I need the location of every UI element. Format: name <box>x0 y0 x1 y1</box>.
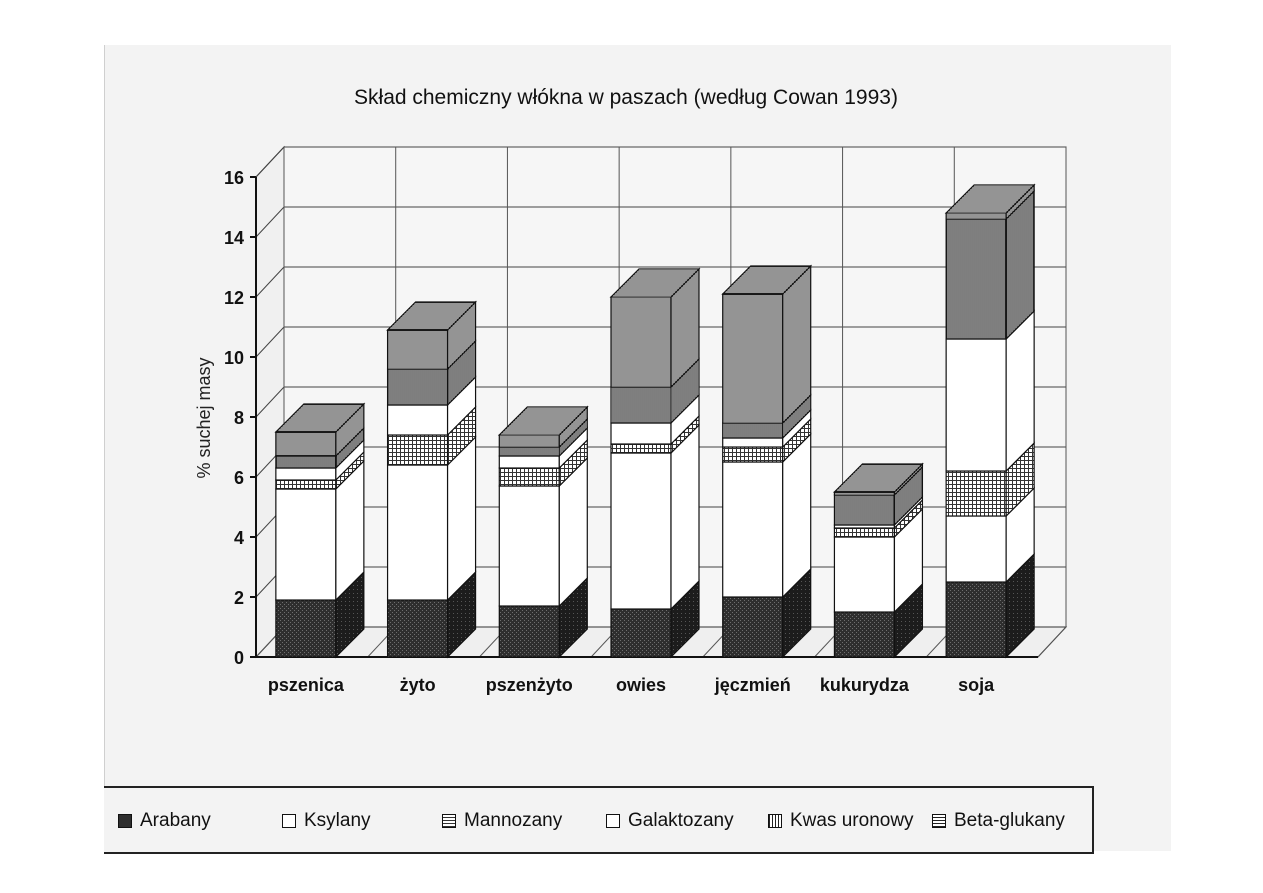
bar-segment <box>386 404 449 436</box>
bar-top <box>497 406 589 436</box>
bar-top <box>832 463 924 493</box>
y-tick-label: 4 <box>234 528 244 548</box>
y-axis-label: % suchej masy <box>194 357 214 478</box>
y-tick-label: 14 <box>224 228 244 248</box>
bar-segment <box>722 422 784 439</box>
bar-segment <box>833 536 896 613</box>
legend-label: Arabany <box>140 810 211 831</box>
bar-segment <box>275 488 337 601</box>
floor-line <box>1037 626 1067 658</box>
legend-item: Beta-glukany <box>932 810 1065 832</box>
bar-segment <box>722 293 784 424</box>
y-tick-label: 2 <box>234 588 244 608</box>
bar-segment <box>498 605 560 658</box>
x-tick-label: pszenżyto <box>486 675 573 695</box>
bar-segment <box>722 446 784 463</box>
bar-segment <box>610 422 672 445</box>
bar-segment <box>833 494 896 526</box>
legend-swatch <box>932 814 946 828</box>
bar-segment <box>722 461 784 598</box>
gridline-depth <box>255 146 285 178</box>
legend-swatch <box>606 814 620 828</box>
gridline-depth <box>255 206 285 238</box>
bar-segment <box>945 218 1007 340</box>
bar-segment <box>498 446 560 457</box>
legend-item: Arabany <box>118 810 211 832</box>
chart-title: Skład chemiczny włókna w paszach (według… <box>354 86 898 109</box>
legend-swatch <box>442 814 456 828</box>
bar-segment <box>945 581 1007 658</box>
legend: Arabany Ksylany Mannozany Galaktozany Kwas u… <box>104 786 1094 854</box>
bar-segment <box>945 470 1007 517</box>
bar-top <box>721 265 813 295</box>
x-tick-label: żyto <box>400 675 436 695</box>
bar-segment <box>386 368 449 406</box>
x-tick-label: kukurydza <box>820 675 910 695</box>
bar-segment <box>498 434 560 448</box>
bar-segment <box>386 464 449 601</box>
bar-segment <box>833 527 896 538</box>
legend-label: Mannozany <box>464 810 563 831</box>
y-tick-label: 16 <box>224 168 244 188</box>
legend-label: Galaktozany <box>628 810 734 831</box>
bar-segment <box>386 434 449 466</box>
bar-segment <box>833 611 896 658</box>
bar-segment <box>610 608 672 658</box>
gridline-depth <box>255 266 285 298</box>
bar-top <box>944 184 1036 214</box>
y-tick-label: 10 <box>224 348 244 368</box>
bar-segment <box>610 443 672 454</box>
bar-top <box>386 301 478 331</box>
legend-item: Ksylany <box>282 810 371 832</box>
bar-top <box>274 403 366 433</box>
bar-segment <box>275 455 337 469</box>
x-tick-label: owies <box>616 675 666 695</box>
x-tick-label: soja <box>958 675 995 695</box>
bar-segment <box>275 599 337 658</box>
legend-swatch <box>282 814 296 828</box>
y-tick-label: 12 <box>224 288 244 308</box>
bar-segment <box>386 599 449 658</box>
y-tick-label: 8 <box>234 408 244 428</box>
bar-segment <box>275 431 337 457</box>
y-tick-label: 0 <box>234 648 244 668</box>
bar-segment <box>945 515 1007 583</box>
legend-swatch <box>118 814 132 828</box>
bar-segment <box>386 329 449 370</box>
legend-item: Galaktozany <box>606 810 734 832</box>
bar-segment <box>498 467 560 487</box>
legend-item: Kwas uronowy <box>768 810 914 832</box>
legend-item: Mannozany <box>442 810 562 832</box>
bar-segment <box>945 338 1007 472</box>
bar-segment <box>275 479 337 490</box>
x-tick-label: pszenica <box>268 675 345 695</box>
gridline-depth <box>255 326 285 358</box>
plot-area: 0 2 4 6 8 10 12 14 16 pszenica żyto pszenżyto owies j… <box>224 145 1068 695</box>
bar-segment <box>610 452 672 610</box>
legend-label: Kwas uronowy <box>790 810 914 831</box>
bar-segment <box>722 437 784 448</box>
bar-segment <box>498 485 560 607</box>
bar-segment <box>498 455 560 469</box>
gridline-depth <box>255 386 285 418</box>
bar-segment <box>722 596 784 658</box>
bar-segment <box>610 386 672 424</box>
bar-segment <box>275 467 337 481</box>
bar-segment-side <box>670 423 700 611</box>
legend-swatch <box>768 814 782 828</box>
bar-segment <box>945 212 1007 220</box>
x-tick-label: jęczmień <box>714 675 791 695</box>
legend-label: Ksylany <box>304 810 371 831</box>
y-tick-label: 6 <box>234 468 244 488</box>
bar-segment <box>610 296 672 388</box>
legend-label: Beta-glukany <box>954 810 1065 831</box>
bar-top <box>609 268 701 298</box>
